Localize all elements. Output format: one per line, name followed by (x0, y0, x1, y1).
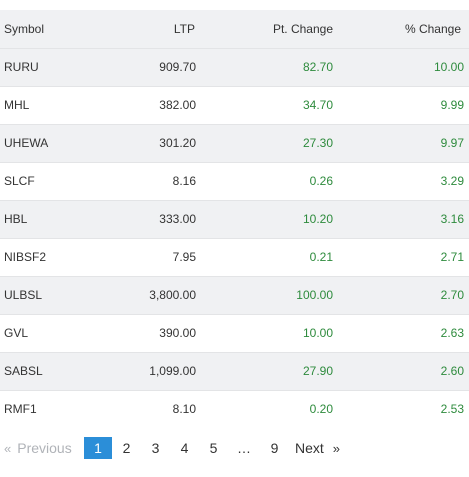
pagination: « Previous 1 2 3 4 5 … 9 Next » (0, 436, 345, 460)
cell-pt-change: 10.00 (199, 313, 335, 352)
cell-pct-change: 2.60 (335, 351, 469, 390)
cell-symbol[interactable]: SABSL (0, 351, 99, 390)
cell-ltp: 390.00 (99, 313, 199, 352)
cell-ltp: 909.70 (99, 47, 199, 86)
page-5-button[interactable]: 5 (209, 440, 218, 456)
cell-ltp: 8.10 (99, 389, 199, 428)
header-ltp[interactable]: LTP (99, 10, 199, 49)
cell-pt-change: 10.20 (199, 199, 335, 238)
page-9-button[interactable]: 9 (270, 440, 279, 456)
table-row: ULBSL 3,800.00 100.00 2.70 (0, 275, 469, 314)
cell-pt-change: 0.21 (199, 237, 335, 276)
page-3-button[interactable]: 3 (151, 440, 160, 456)
cell-pct-change: 2.71 (335, 237, 469, 276)
next-page-button[interactable]: Next » (289, 437, 345, 459)
cell-pct-change: 9.97 (335, 123, 469, 162)
cell-pct-change: 3.16 (335, 199, 469, 238)
header-symbol[interactable]: Symbol (0, 10, 99, 49)
cell-pct-change: 2.53 (335, 389, 469, 428)
next-label: Next (295, 440, 324, 456)
cell-symbol[interactable]: GVL (0, 313, 99, 352)
header-pct-change[interactable]: % Change (335, 10, 469, 49)
cell-ltp: 7.95 (99, 237, 199, 276)
cell-pt-change: 100.00 (199, 275, 335, 314)
double-chevron-left-icon: « (4, 440, 12, 456)
table-row: RMF1 8.10 0.20 2.53 (0, 389, 469, 428)
cell-symbol[interactable]: MHL (0, 85, 99, 124)
cell-pct-change: 2.63 (335, 313, 469, 352)
cell-symbol[interactable]: RURU (0, 47, 99, 86)
cell-pct-change: 3.29 (335, 161, 469, 200)
cell-ltp: 333.00 (99, 199, 199, 238)
cell-symbol[interactable]: NIBSF2 (0, 237, 99, 276)
table-row: GVL 390.00 10.00 2.63 (0, 313, 469, 352)
table-row: MHL 382.00 34.70 9.99 (0, 85, 469, 124)
table-row: NIBSF2 7.95 0.21 2.71 (0, 237, 469, 276)
cell-pt-change: 27.30 (199, 123, 335, 162)
table-row: SABSL 1,099.00 27.90 2.60 (0, 351, 469, 390)
cell-pct-change: 10.00 (335, 47, 469, 86)
cell-pt-change: 27.90 (199, 351, 335, 390)
cell-pct-change: 2.70 (335, 275, 469, 314)
cell-symbol[interactable]: SLCF (0, 161, 99, 200)
cell-ltp: 382.00 (99, 85, 199, 124)
header-pt-change[interactable]: Pt. Change (199, 10, 335, 49)
previous-label: Previous (17, 440, 72, 456)
cell-ltp: 301.20 (99, 123, 199, 162)
page-1-button[interactable]: 1 (84, 437, 112, 459)
table-row: RURU 909.70 82.70 10.00 (0, 47, 469, 86)
table-row: UHEWA 301.20 27.30 9.97 (0, 123, 469, 162)
cell-ltp: 1,099.00 (99, 351, 199, 390)
cell-pt-change: 34.70 (199, 85, 335, 124)
cell-pt-change: 0.26 (199, 161, 335, 200)
pagination-ellipsis: … (237, 440, 251, 456)
gainers-table-container: Symbol LTP Pt. Change % Change RURU 909.… (0, 10, 469, 428)
cell-ltp: 8.16 (99, 161, 199, 200)
cell-pct-change: 9.99 (335, 85, 469, 124)
previous-page-button[interactable]: « Previous (0, 437, 84, 459)
cell-symbol[interactable]: ULBSL (0, 275, 99, 314)
gainers-table: Symbol LTP Pt. Change % Change RURU 909.… (0, 10, 469, 428)
page-4-button[interactable]: 4 (180, 440, 189, 456)
cell-symbol[interactable]: UHEWA (0, 123, 99, 162)
cell-symbol[interactable]: RMF1 (0, 389, 99, 428)
page-2-button[interactable]: 2 (122, 440, 131, 456)
cell-pt-change: 82.70 (199, 47, 335, 86)
cell-pt-change: 0.20 (199, 389, 335, 428)
table-header-row: Symbol LTP Pt. Change % Change (0, 10, 469, 49)
double-chevron-right-icon: » (332, 440, 341, 456)
cell-symbol[interactable]: HBL (0, 199, 99, 238)
table-row: HBL 333.00 10.20 3.16 (0, 199, 469, 238)
cell-ltp: 3,800.00 (99, 275, 199, 314)
table-row: SLCF 8.16 0.26 3.29 (0, 161, 469, 200)
